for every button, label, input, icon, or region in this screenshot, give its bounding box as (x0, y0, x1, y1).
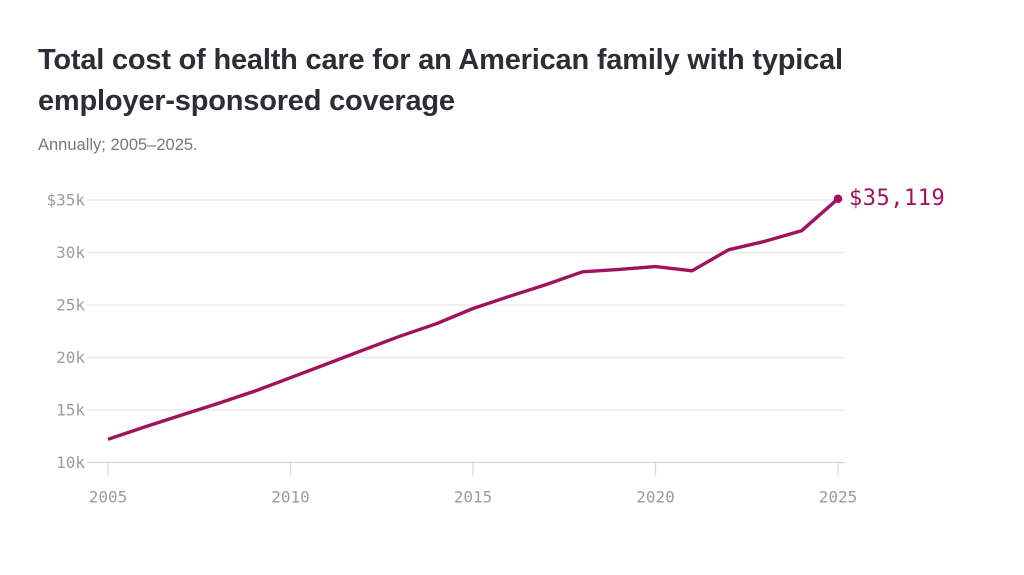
y-axis-label: 30k (56, 243, 85, 262)
cost-line (107, 197, 840, 441)
y-axis-label: 20k (56, 348, 85, 367)
end-value-label: $35,119 (849, 186, 946, 211)
y-axis-label: $35k (46, 191, 85, 210)
end-point-dot (833, 194, 843, 204)
chart-title: Total cost of health care for an America… (38, 44, 843, 117)
y-axis-label: 25k (56, 296, 85, 315)
x-axis-label: 2020 (636, 488, 675, 507)
x-axis-label: 2015 (454, 488, 493, 507)
x-axis-label: 2025 (819, 488, 858, 507)
chart-subtitle: Annually; 2005–2025. (38, 136, 198, 154)
y-axis-label: 10k (56, 453, 85, 472)
y-axis-label: 15k (56, 401, 85, 420)
x-axis-label: 2005 (89, 488, 128, 507)
x-axis-label: 2010 (271, 488, 310, 507)
